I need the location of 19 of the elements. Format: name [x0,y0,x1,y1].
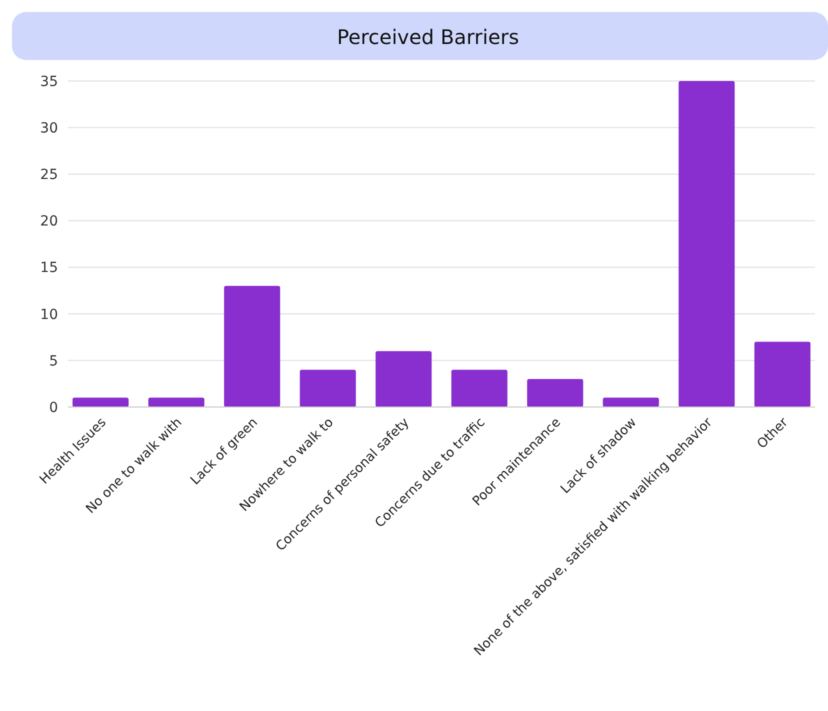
y-tick-label: 5 [49,353,58,370]
bar [224,286,280,407]
bar [754,342,810,407]
bar [376,351,432,407]
y-tick-label: 30 [40,120,58,136]
bar [602,398,659,407]
bar [300,370,356,407]
bar [148,398,204,407]
y-tick-label: 35 [40,74,58,90]
bar [678,81,735,407]
bar [72,398,129,407]
bar [451,370,508,407]
bar [527,379,584,407]
y-tick-label: 20 [40,214,58,230]
y-tick-label: 15 [40,260,58,276]
chart-title: Perceived Barriers [336,25,520,49]
y-tick-label: 0 [49,400,58,416]
y-tick-label: 25 [40,167,58,184]
y-tick-label: 10 [40,306,58,323]
